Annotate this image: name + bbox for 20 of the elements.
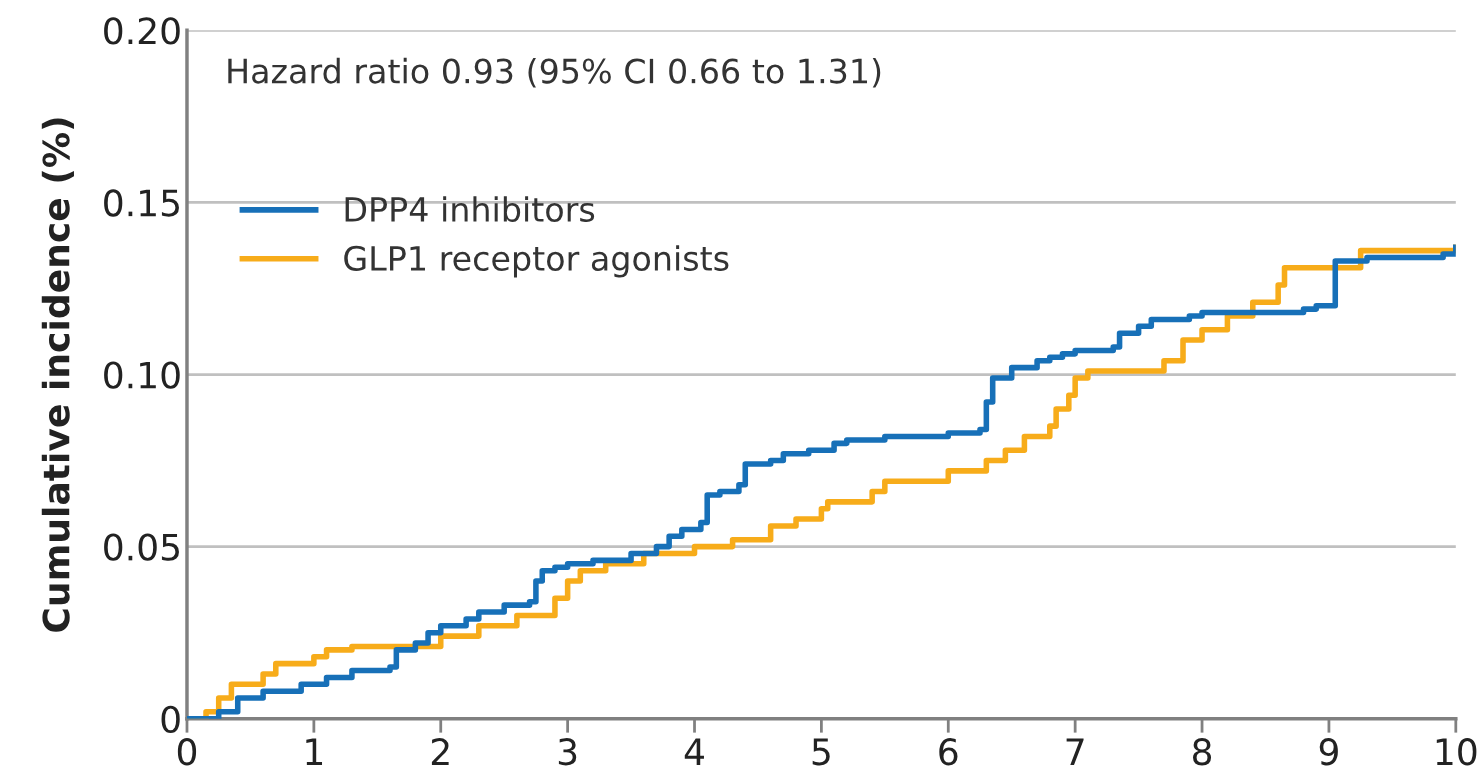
x-tick-label: 0 <box>177 738 197 766</box>
x-tick-label: 1 <box>306 738 323 765</box>
annotation: Hazard ratio 0.93 (95% CI 0.66 to 1.31) <box>228 57 881 88</box>
x-tick-label: 5 <box>812 738 830 766</box>
y-tick-label: 0.20 <box>104 17 180 45</box>
legend-label: DPP4 inhibitors <box>345 196 595 223</box>
y-tick-label: 0 <box>161 705 180 733</box>
x-tick-label: 2 <box>431 738 449 765</box>
x-tick-label: 8 <box>1193 738 1212 766</box>
x-tick-label: 7 <box>1066 738 1084 765</box>
y-tick-label: 0.10 <box>104 361 180 389</box>
x-tick-label: 10 <box>1436 738 1477 766</box>
x-tick-label: 4 <box>684 738 704 765</box>
x-tick-label: 9 <box>1319 738 1338 766</box>
legend-label: GLP1 receptor agonists <box>344 245 729 278</box>
y-tick-label: 0.05 <box>104 533 179 561</box>
y-tick-label: 0.15 <box>104 189 179 217</box>
y-axis-title: Cumulative incidence (%) <box>41 118 74 632</box>
x-tick-label: 3 <box>558 738 577 766</box>
x-tick-label: 6 <box>939 738 958 766</box>
